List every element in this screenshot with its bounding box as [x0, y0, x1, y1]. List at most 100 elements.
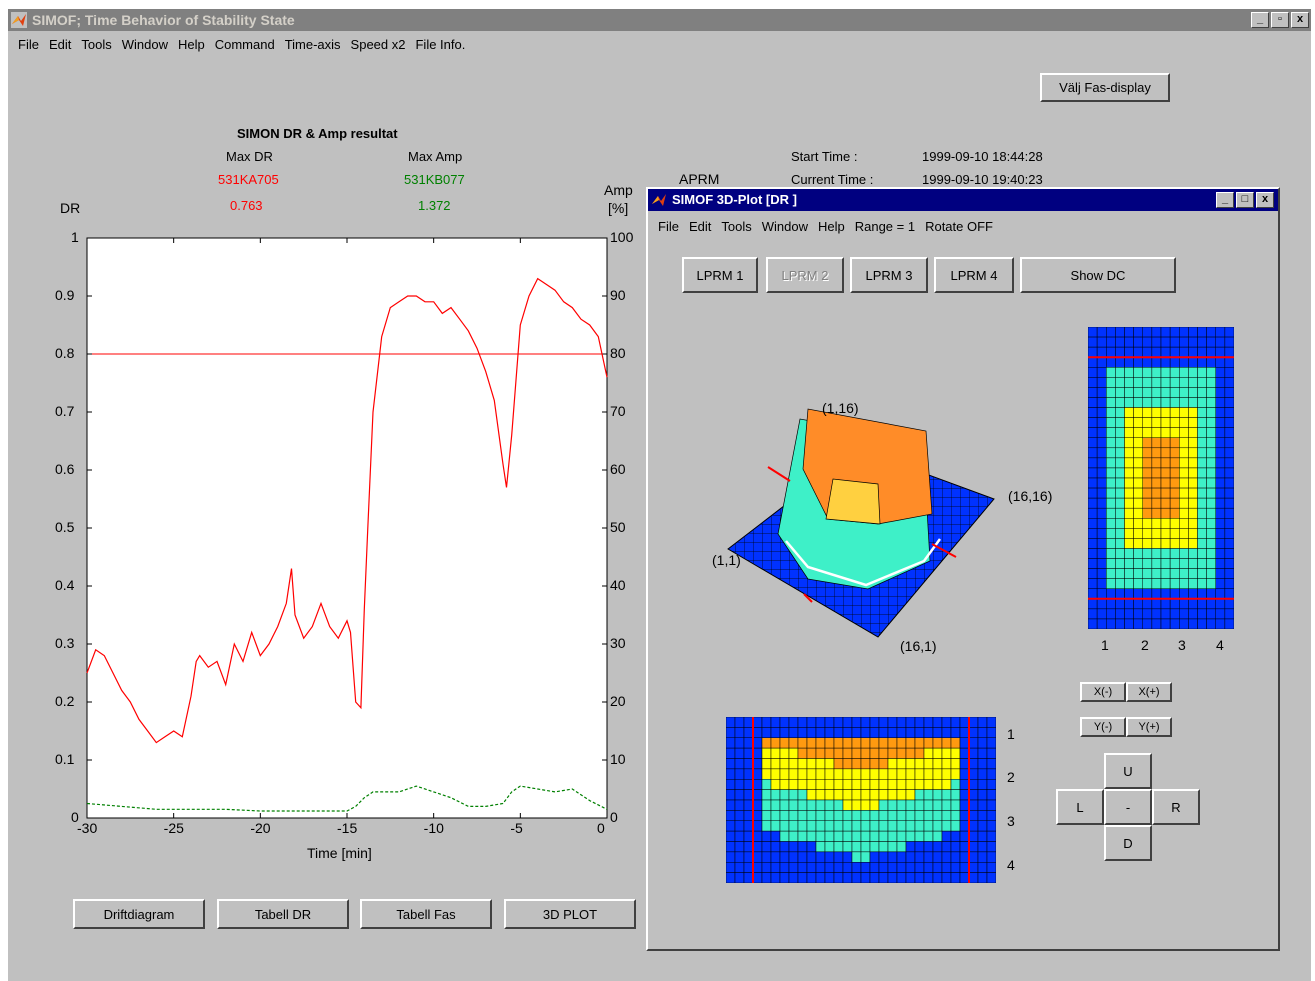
y-minus-button[interactable]: Y(-)	[1080, 717, 1126, 737]
side-grid-cell	[1179, 558, 1189, 569]
side-grid-cell	[1106, 507, 1116, 519]
bottom-grid-cell	[824, 841, 835, 853]
maximize-button[interactable]: ▫	[1271, 12, 1289, 28]
side-grid-cell	[1188, 327, 1198, 338]
child-menu-window[interactable]: Window	[761, 218, 808, 234]
side-grid-cell	[1197, 578, 1207, 589]
bottom-grid-cell	[851, 789, 862, 801]
nav-right-button[interactable]: R	[1152, 789, 1200, 825]
menu-window[interactable]: Window	[121, 36, 168, 52]
bottom-grid-cell	[734, 841, 745, 853]
bottom-grid-cell	[941, 768, 952, 780]
bottom-grid-cell	[896, 872, 907, 883]
bottom-grid-cell	[986, 737, 996, 749]
y-tick-label: 0.9	[55, 287, 75, 303]
show-dc-button[interactable]: Show DC	[1020, 257, 1176, 293]
bottom-grid-cell	[887, 862, 898, 873]
side-grid-cell	[1215, 336, 1226, 348]
side-grid-cell	[1224, 487, 1234, 499]
side-grid-cell	[1142, 407, 1153, 418]
bottom-grid-cell	[986, 851, 996, 863]
lprm3-button[interactable]: LPRM 3	[850, 257, 928, 293]
x-plus-button[interactable]: X(+)	[1126, 682, 1172, 702]
bottom-grid-cell	[842, 851, 853, 863]
bottom-grid-cell	[842, 779, 853, 790]
child-close-button[interactable]: x	[1256, 192, 1274, 208]
side-grid-cell	[1142, 477, 1153, 489]
3d-plot-button[interactable]: 3D PLOT	[504, 899, 636, 929]
side-grid-cell	[1133, 518, 1143, 529]
bottom-grid-cell	[752, 717, 763, 728]
side-grid-cell	[1096, 427, 1107, 438]
side-grid-cell	[1179, 346, 1189, 358]
bottom-grid-cell	[923, 747, 934, 759]
nav-left-button[interactable]: L	[1056, 789, 1104, 825]
bottom-grid-cell	[761, 799, 772, 811]
driftdiagram-button[interactable]: Driftdiagram	[73, 899, 205, 929]
side-grid-cell	[1124, 568, 1134, 579]
child-menu-range[interactable]: Range = 1	[854, 218, 916, 234]
child-menu-rotate[interactable]: Rotate OFF	[925, 218, 993, 234]
bottom-grid-cell	[815, 737, 826, 749]
bottom-grid-cell	[941, 747, 952, 759]
child-menu-file[interactable]: File	[658, 218, 679, 234]
side-grid-cell	[1224, 387, 1234, 398]
child-minimize-button[interactable]: _	[1216, 192, 1234, 208]
child-menu-tools[interactable]: Tools	[721, 218, 752, 234]
side-grid-cell	[1179, 437, 1189, 449]
child-maximize-button[interactable]: □	[1236, 192, 1254, 208]
bottom-grid-cell	[905, 820, 916, 832]
menu-speed[interactable]: Speed x2	[350, 36, 406, 52]
close-button[interactable]: x	[1291, 12, 1309, 28]
child-menu-edit[interactable]: Edit	[688, 218, 712, 234]
menu-help[interactable]: Help	[177, 36, 205, 52]
minimize-button[interactable]: _	[1251, 12, 1269, 28]
side-grid-cell	[1188, 356, 1198, 368]
side-grid-cell	[1133, 457, 1143, 469]
bottom-grid-cell	[851, 810, 862, 821]
menu-command[interactable]: Command	[214, 36, 275, 52]
menu-file-info[interactable]: File Info.	[415, 36, 466, 52]
bottom-grid-cell	[752, 768, 763, 780]
bottom-grid-cell	[959, 747, 970, 759]
bottom-grid-cell	[905, 768, 916, 780]
bottom-grid-cell	[752, 779, 763, 790]
bottom-grid-cell	[752, 758, 763, 770]
bottom-grid-cell	[788, 862, 799, 873]
side-grid-cell	[1206, 346, 1216, 358]
menu-time-axis[interactable]: Time-axis	[284, 36, 341, 52]
side-grid-cell	[1096, 346, 1107, 358]
side-grid-cell	[1106, 407, 1116, 418]
side-grid-cell	[1179, 336, 1189, 348]
bottom-grid-cell	[734, 758, 745, 770]
x-minus-button[interactable]: X(-)	[1080, 682, 1126, 702]
y-plus-button[interactable]: Y(+)	[1126, 717, 1172, 737]
menu-edit[interactable]: Edit	[48, 36, 72, 52]
lprm2-button[interactable]: LPRM 2	[766, 257, 844, 293]
tabell-dr-button[interactable]: Tabell DR	[217, 899, 349, 929]
lprm4-button[interactable]: LPRM 4	[934, 257, 1014, 293]
side-grid-cell	[1160, 447, 1171, 459]
nav-up-button[interactable]: U	[1104, 753, 1152, 789]
bottom-grid-cell	[977, 758, 988, 770]
bottom-grid-cell	[923, 727, 934, 738]
bottom-grid-cell	[896, 799, 907, 811]
side-grid-cell	[1151, 588, 1162, 600]
y-tick-label-right: 50	[610, 519, 626, 535]
bottom-grid-cell	[914, 810, 925, 821]
bottom-grid-cell	[788, 768, 799, 780]
tabell-fas-button[interactable]: Tabell Fas	[360, 899, 492, 929]
menu-tools[interactable]: Tools	[81, 36, 112, 52]
side-grid-cell	[1096, 578, 1107, 589]
bottom-grid-cell	[779, 820, 790, 832]
lprm1-button[interactable]: LPRM 1	[682, 257, 758, 293]
side-grid-cell	[1088, 487, 1098, 499]
valj-fas-display-button[interactable]: Välj Fas-display	[1040, 73, 1170, 102]
child-menu-help[interactable]: Help	[817, 218, 845, 234]
nav-center-button[interactable]: -	[1104, 789, 1152, 825]
side-grid-cell	[1197, 336, 1207, 348]
nav-down-button[interactable]: D	[1104, 825, 1152, 861]
menu-file[interactable]: File	[18, 36, 39, 52]
bottom-grid-cell	[986, 789, 996, 801]
amp-axis-label: Amp	[604, 182, 633, 198]
